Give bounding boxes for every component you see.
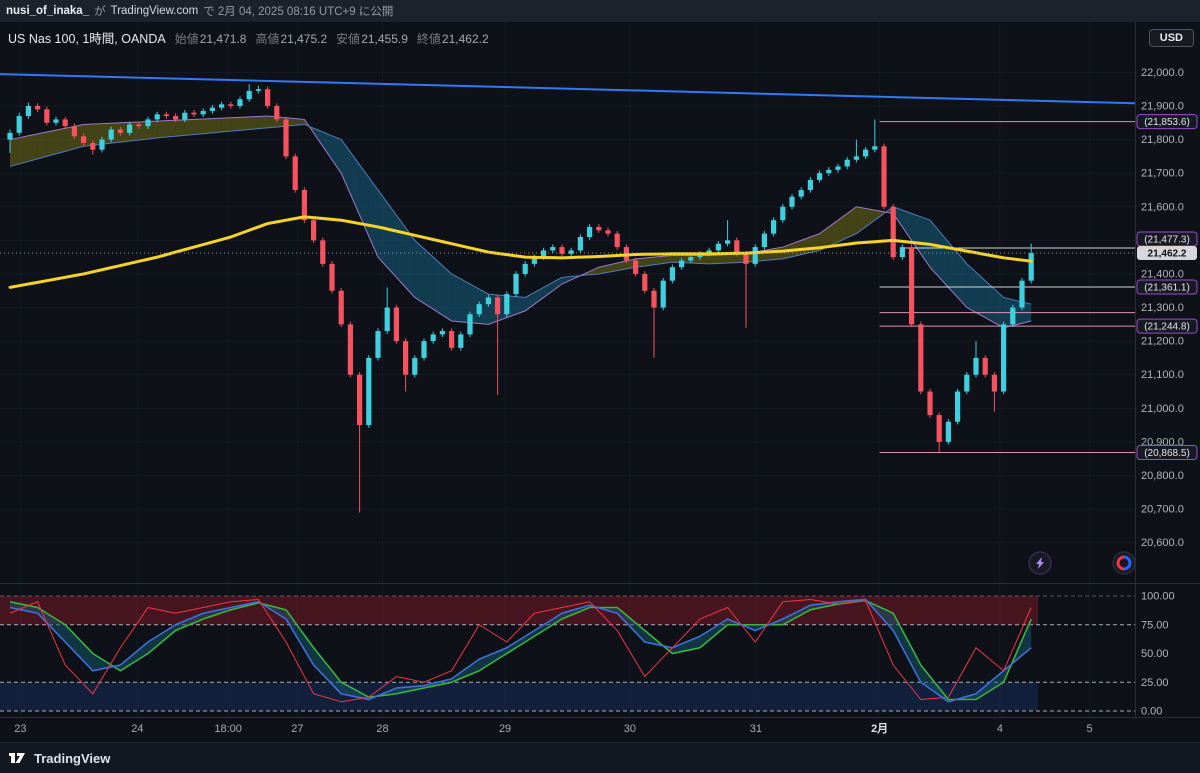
svg-text:20,700.0: 20,700.0	[1141, 504, 1184, 516]
svg-text:31: 31	[750, 723, 762, 735]
svg-text:(21,244.8): (21,244.8)	[1144, 322, 1190, 333]
reactions-blue-arc-icon	[1123, 555, 1132, 571]
svg-text:21,000.0: 21,000.0	[1141, 403, 1184, 415]
lightning-icon	[1036, 557, 1044, 569]
svg-text:22,000.0: 22,000.0	[1141, 67, 1184, 79]
svg-text:(21,477.3): (21,477.3)	[1144, 234, 1190, 245]
symbol-title[interactable]: US Nas 100, 1時間, OANDA	[8, 32, 166, 46]
footer-brand[interactable]: TradingView	[34, 750, 111, 766]
svg-text:100.00: 100.00	[1141, 591, 1175, 603]
svg-text:21,400.0: 21,400.0	[1141, 268, 1184, 280]
svg-text:27: 27	[291, 723, 303, 735]
svg-text:0.00: 0.00	[1141, 706, 1162, 718]
reactions-button[interactable]	[1112, 551, 1136, 575]
currency-button[interactable]: USD	[1148, 29, 1194, 47]
svg-text:21,300.0: 21,300.0	[1141, 302, 1184, 314]
svg-text:2月: 2月	[871, 722, 888, 735]
reactions-red-arc-icon	[1116, 555, 1125, 571]
publisher-site-link[interactable]: TradingView.com	[110, 5, 199, 17]
svg-text:24: 24	[131, 723, 143, 735]
svg-text:20,600.0: 20,600.0	[1141, 537, 1184, 549]
chart-svg[interactable]: 22,000.0 21,900.0 21,800.0 21,700.0 21,600.0…	[0, 22, 1200, 742]
publisher-username[interactable]: nusi_of_inaka_	[6, 5, 90, 17]
publisher-suffix: で 2月 04, 2025 08:16 UTC+9 に公開	[203, 6, 394, 18]
svg-text:75.00: 75.00	[1141, 619, 1169, 631]
footer-bar: TradingView	[0, 742, 1200, 773]
svg-text:23: 23	[14, 723, 26, 735]
publisher-separator: が	[94, 6, 106, 18]
publisher-bar: nusi_of_inaka_ が TradingView.com で 2月 04…	[0, 0, 1200, 22]
svg-text:21,462.2: 21,462.2	[1148, 249, 1187, 260]
svg-text:21,600.0: 21,600.0	[1141, 201, 1184, 213]
svg-text:4: 4	[997, 723, 1003, 735]
chart-canvas[interactable]: 22,000.0 21,900.0 21,800.0 21,700.0 21,600.0…	[0, 22, 1200, 742]
svg-text:18:00: 18:00	[214, 723, 242, 735]
tradingview-logo[interactable]	[8, 749, 28, 767]
svg-text:5: 5	[1087, 723, 1093, 735]
svg-text:(20,868.5): (20,868.5)	[1144, 448, 1190, 459]
svg-text:50.00: 50.00	[1141, 648, 1169, 660]
svg-text:29: 29	[499, 723, 511, 735]
svg-text:21,100.0: 21,100.0	[1141, 369, 1184, 381]
svg-text:21,200.0: 21,200.0	[1141, 336, 1184, 348]
boost-button[interactable]	[1028, 551, 1052, 575]
svg-text:21,800.0: 21,800.0	[1141, 134, 1184, 146]
svg-text:21,700.0: 21,700.0	[1141, 168, 1184, 180]
svg-text:25.00: 25.00	[1141, 677, 1169, 689]
svg-text:(21,853.6): (21,853.6)	[1144, 117, 1190, 128]
svg-text:(21,361.1): (21,361.1)	[1144, 283, 1190, 294]
svg-text:21,900.0: 21,900.0	[1141, 100, 1184, 112]
svg-text:30: 30	[624, 723, 636, 735]
svg-text:28: 28	[376, 723, 388, 735]
svg-text:20,800.0: 20,800.0	[1141, 470, 1184, 482]
